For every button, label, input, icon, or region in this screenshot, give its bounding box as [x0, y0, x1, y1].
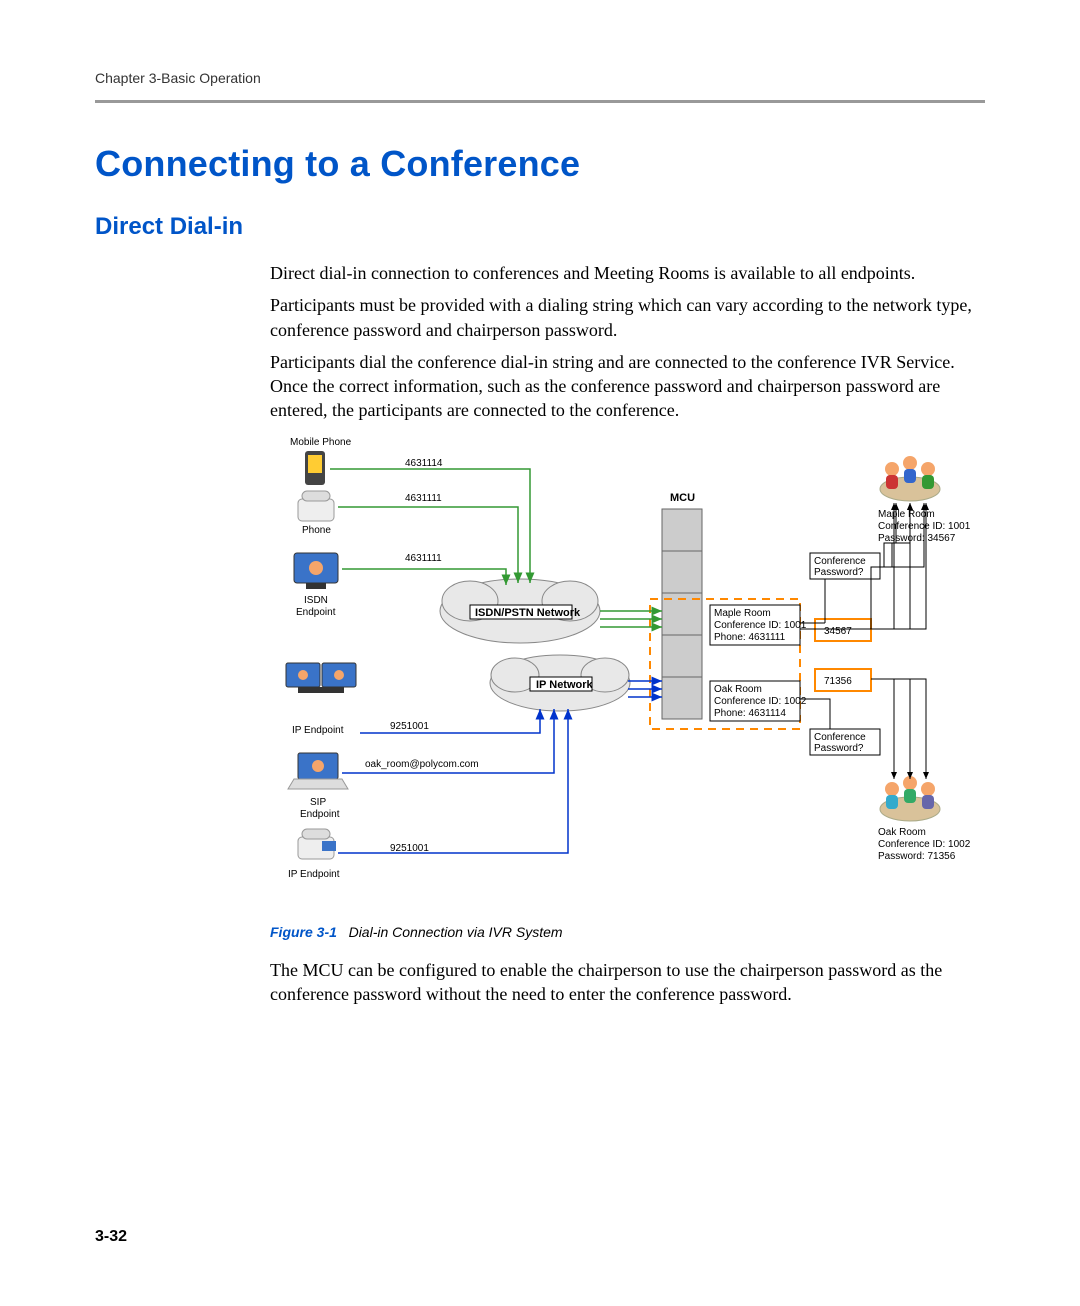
- figure-title: Dial-in Connection via IVR System: [349, 924, 563, 940]
- svg-text:Password?: Password?: [814, 743, 864, 754]
- line-phone: [338, 507, 518, 583]
- label-mobile-phone: Mobile Phone: [290, 437, 352, 448]
- svg-text:Password?: Password?: [814, 567, 864, 578]
- label-sip-l2: Endpoint: [300, 809, 340, 820]
- label-isdn-l1: ISDN: [304, 595, 328, 606]
- svg-text:Oak Room: Oak Room: [714, 684, 762, 695]
- oak-room-right-l3: Password: 71356: [878, 851, 956, 862]
- mcu-icon: [662, 509, 702, 719]
- figure-caption: Figure 3-1 Dial-in Connection via IVR Sy…: [270, 924, 985, 940]
- svg-text:oak_room@polycom.com: oak_room@polycom.com: [365, 759, 479, 770]
- maple-room-icon: [880, 456, 940, 501]
- line-ip1: [360, 709, 540, 733]
- line-mobile: [330, 469, 530, 583]
- svg-text:Conference ID: 1002: Conference ID: 1002: [714, 696, 807, 707]
- page-number: 3-32: [95, 1228, 127, 1246]
- svg-text:Phone: 4631114: Phone: 4631114: [714, 708, 786, 719]
- oak-room-right-l1: Oak Room: [878, 827, 926, 838]
- svg-text:Maple Room: Maple Room: [714, 608, 771, 619]
- conf-password-1: Conference Password?: [810, 553, 880, 579]
- svg-text:4631114: 4631114: [405, 458, 443, 469]
- svg-text:4631111: 4631111: [405, 493, 442, 504]
- isdn-pstn-cloud: ISDN/PSTN Network: [440, 579, 600, 643]
- body-text-2: The MCU can be configured to enable the …: [270, 958, 985, 1007]
- oak-room-info: Oak Room Conference ID: 1002 Phone: 4631…: [710, 681, 807, 721]
- sip-endpoint-icon: [288, 753, 348, 789]
- isdn-endpoint-icon: [294, 553, 338, 589]
- password-maple: 34567: [815, 619, 871, 641]
- diagram-svg: Mobile Phone Phone ISDN Endpoint: [270, 433, 970, 913]
- maple-room-info: Maple Room Conference ID: 1001 Phone: 46…: [710, 605, 807, 645]
- svg-text:Conference: Conference: [814, 556, 866, 567]
- chapter-header: Chapter 3-Basic Operation: [95, 70, 985, 86]
- label-ip-endpoint: IP Endpoint: [292, 725, 344, 736]
- figure-3-1: Mobile Phone Phone ISDN Endpoint: [270, 433, 985, 918]
- maple-room-right-l3: Password: 34567: [878, 533, 956, 544]
- svg-text:71356: 71356: [824, 676, 852, 687]
- password-oak: 71356: [815, 669, 871, 691]
- svg-text:34567: 34567: [824, 626, 852, 637]
- ip-endpoint-icon: [286, 663, 356, 693]
- svg-text:Conference ID: 1001: Conference ID: 1001: [714, 620, 807, 631]
- svg-text:ISDN/PSTN Network: ISDN/PSTN Network: [475, 607, 581, 619]
- label-isdn-l2: Endpoint: [296, 607, 336, 618]
- heading-1: Connecting to a Conference: [95, 143, 985, 185]
- line-ip2: [338, 709, 568, 853]
- svg-text:9251001: 9251001: [390, 721, 429, 732]
- body-text: Direct dial-in connection to conferences…: [270, 261, 985, 423]
- label-ip-endpoint2: IP Endpoint: [288, 869, 340, 880]
- label-sip-l1: SIP: [310, 797, 326, 808]
- paragraph-2: Participants must be provided with a dia…: [270, 293, 985, 342]
- paragraph-3: Participants dial the conference dial-in…: [270, 350, 985, 423]
- oak-room-right-l2: Conference ID: 1002: [878, 839, 970, 850]
- header-rule: [95, 100, 985, 103]
- figure-number: Figure 3-1: [270, 924, 337, 940]
- svg-text:4631111: 4631111: [405, 553, 442, 564]
- paragraph-4: The MCU can be configured to enable the …: [270, 958, 985, 1007]
- heading-2: Direct Dial-in: [95, 213, 985, 241]
- phone-icon: [298, 491, 334, 521]
- svg-text:Conference: Conference: [814, 732, 866, 743]
- ip-network-cloud: IP Network: [490, 655, 630, 711]
- oak-room-icon: [880, 776, 940, 821]
- svg-text:Phone: 4631111: Phone: 4631111: [714, 632, 786, 643]
- svg-text:IP Network: IP Network: [536, 679, 594, 691]
- ip-endpoint2-icon: [298, 829, 336, 859]
- paragraph-1: Direct dial-in connection to conferences…: [270, 261, 985, 285]
- label-mcu: MCU: [670, 492, 695, 504]
- conf-password-2: Conference Password?: [810, 729, 880, 755]
- label-phone: Phone: [302, 525, 331, 536]
- page: Chapter 3-Basic Operation Connecting to …: [0, 0, 1080, 1306]
